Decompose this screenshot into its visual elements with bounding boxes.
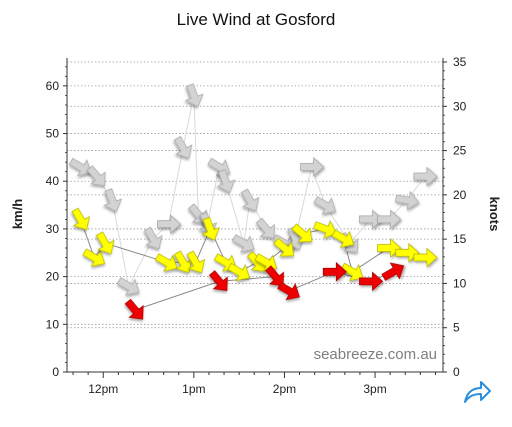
wind-arrow-gust [255, 217, 275, 239]
x-tick-label: 1pm [182, 382, 205, 396]
x-tick-label: 12pm [88, 382, 118, 396]
wind-arrow-strong [322, 261, 347, 282]
wind-arrow-gust [68, 157, 92, 177]
grid-lines [67, 61, 443, 329]
wind-arrow-average [71, 207, 90, 231]
wind-arrow-average [291, 223, 313, 243]
wind-arrow-gust [173, 135, 193, 159]
wind-arrow-average [201, 216, 221, 241]
wind-arrow-average [186, 250, 206, 274]
y-left-tick-label: 20 [46, 270, 60, 284]
chart-title: Live Wind at Gosford [177, 10, 336, 29]
wind-arrows [68, 83, 438, 320]
wind-arrow-average [331, 229, 355, 248]
wind-arrow-gust [300, 157, 325, 177]
y-right-tick-label: 10 [453, 276, 467, 290]
wind-arrow-average [154, 253, 178, 272]
wind-arrow-strong [208, 270, 228, 292]
wind-arrow-strong [359, 271, 384, 292]
y-right-tick-label: 15 [453, 232, 467, 246]
series-line-gust [80, 95, 426, 288]
wind-arrow-gust [103, 188, 123, 213]
wind-arrow-gust [216, 169, 236, 194]
wind-arrow-gust [394, 190, 420, 211]
y-right-tick-label: 20 [453, 188, 467, 202]
wind-arrow-gust [313, 196, 337, 215]
wind-arrow-strong [277, 281, 300, 301]
wind-arrow-gust [116, 277, 140, 296]
y-left-tick-label: 0 [52, 365, 59, 379]
wind-arrow-gust [157, 214, 182, 235]
wind-arrow-gust [86, 165, 106, 187]
y-right-tick-label: 35 [453, 55, 467, 69]
y-right-tick-label: 5 [453, 321, 460, 335]
wind-arrow-strong [124, 298, 144, 320]
wind-arrow-gust [377, 209, 402, 230]
watermark-text: seabreeze.com.au [314, 346, 437, 363]
share-button[interactable] [462, 378, 492, 406]
wind-arrow-gust [359, 209, 384, 230]
wind-arrow-average [82, 248, 106, 267]
y-left-tick-label: 30 [46, 222, 60, 236]
y-right-tick-label: 0 [453, 365, 460, 379]
y-left-tick-label: 40 [46, 174, 60, 188]
tick-labels: 0 10 20 30 40 50 60 0 5 10 15 20 25 30 35 12pm 1pm 2pm 3pm [46, 55, 467, 396]
y-right-tick-label: 25 [453, 144, 467, 158]
wind-arrow-average [313, 220, 338, 239]
share-arrow-icon [464, 381, 491, 403]
wind-arrow-average [96, 231, 115, 255]
wind-arrow-gust [185, 83, 204, 108]
wind-arrow-average [173, 250, 193, 274]
x-tick-label: 2pm [273, 382, 296, 396]
y-left-tick-label: 10 [46, 317, 60, 331]
axes [63, 58, 447, 378]
wind-arrow-strong [265, 265, 285, 287]
wind-arrow-strong [381, 262, 405, 281]
x-tick-label: 3pm [363, 382, 386, 396]
wind-arrow-average [413, 247, 438, 268]
wind-arrow-gust [144, 226, 163, 250]
wind-arrow-gust [207, 157, 231, 177]
wind-arrow-average [227, 262, 251, 282]
y-axis-right-label: knots [487, 197, 502, 232]
wind-arrow-average [273, 237, 295, 257]
y-left-tick-label: 60 [46, 79, 60, 93]
y-axis-left-label: km/h [10, 199, 25, 229]
wind-arrow-gust [413, 166, 438, 187]
wind-arrow-gust [231, 234, 255, 253]
wind-arrow-gust [240, 188, 260, 212]
y-left-tick-label: 50 [46, 127, 60, 141]
y-right-tick-label: 30 [453, 99, 467, 113]
